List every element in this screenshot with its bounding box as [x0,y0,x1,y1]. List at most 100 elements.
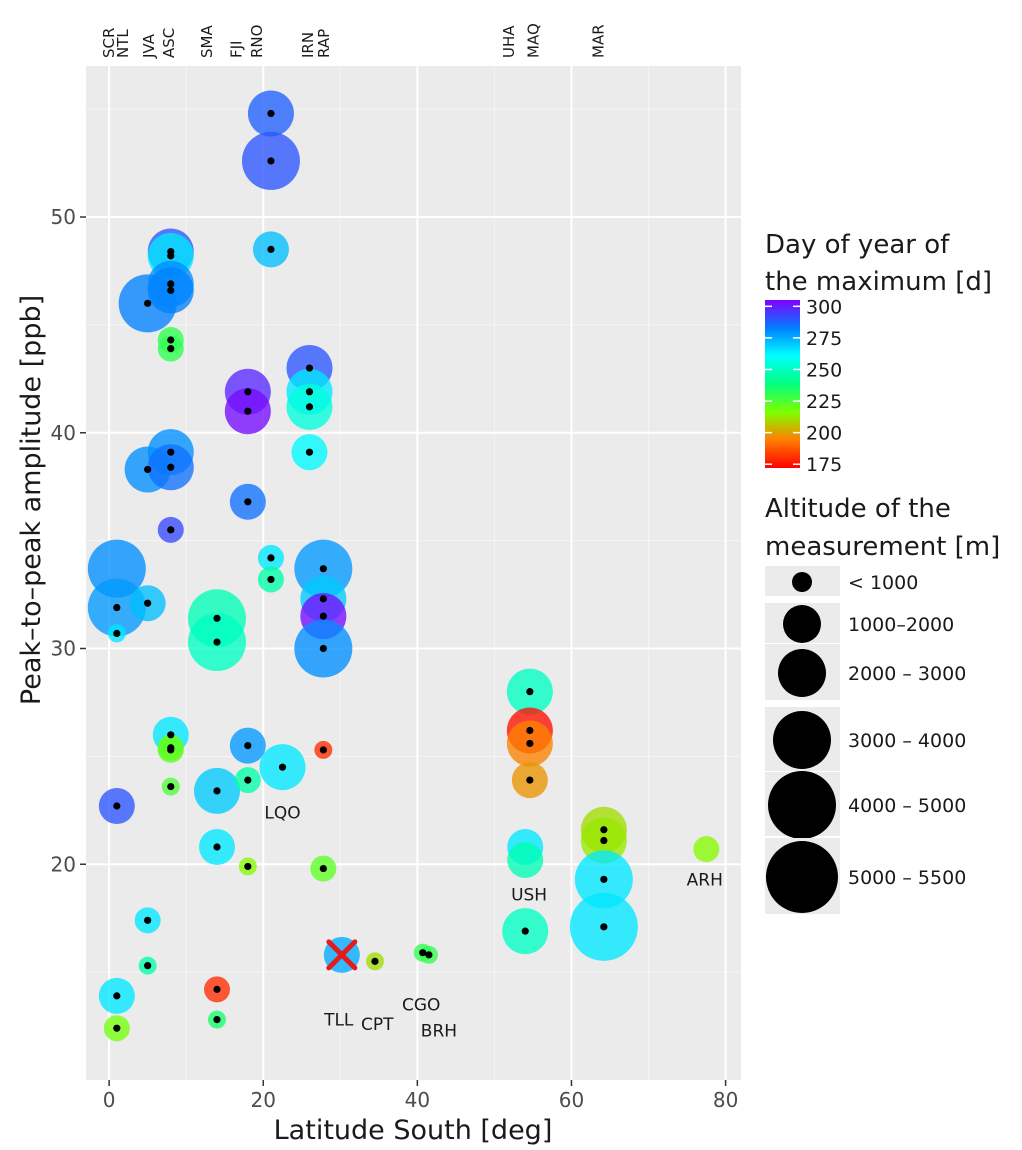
center-dot [244,498,252,506]
size-key-label: 4000 – 5000 [848,795,966,817]
center-dot [419,949,427,957]
center-dot [167,448,175,456]
center-dot [244,862,252,871]
top-station-label: SCR [100,28,118,58]
center-dot [526,688,534,696]
center-dot [371,957,379,965]
x-tick-label: 20 [251,1088,276,1112]
top-station-label: ASC [160,28,178,58]
station-annotations: LQO USH ARH TLL CPT CGO BRH [264,803,723,1041]
top-station-label: RNO [248,25,266,58]
center-dot [267,575,275,584]
center-dot [167,746,175,754]
center-dot [319,746,327,754]
center-dot [213,638,221,646]
center-dot [167,463,175,471]
color-legend: Day of year of the maximum [d] 300 275 250… [765,230,992,476]
station-label: USH [511,885,547,905]
y-tick-label: 20 [51,852,76,876]
center-dot [305,448,314,456]
center-dot [600,875,608,883]
center-dot [319,565,327,573]
center-dots [113,109,608,1032]
center-dot [319,595,327,603]
center-dot [319,864,327,873]
center-dot [267,245,275,253]
station-label: CPT [361,1015,394,1035]
size-legend-title-line-2: measurement [m] [765,532,1000,562]
center-dot [113,992,121,1000]
center-dot [305,388,314,396]
center-dot [267,157,275,165]
center-dot [213,614,221,622]
cross-stroke [326,939,358,971]
center-dot [305,403,314,411]
y-axis-title: Peak–to–peak amplitude [ppb] [16,295,47,705]
x-axis-title: Latitude South [deg] [274,1115,553,1146]
bubble [693,836,720,863]
center-dot [244,741,252,750]
center-dot [167,345,175,353]
center-dot [213,843,221,851]
center-dot [267,109,275,118]
station-label: CGO [402,995,440,1015]
center-dot [600,923,608,931]
size-key-circle [768,771,836,839]
top-station-label: JVA [140,33,158,59]
center-dot [144,599,152,607]
size-key-label: 2000 – 3000 [848,663,966,685]
station-label: LQO [264,803,300,823]
center-dot [113,1024,121,1032]
size-key-circle [773,711,831,769]
y-tick-label: 40 [51,421,76,445]
size-key-circle [766,841,838,913]
size-legend: Altitude of the measurement [m] < 1000 10… [765,494,1000,914]
x-tick-label: 40 [405,1088,430,1112]
center-dot [244,776,252,784]
colorbar-tick-label: 250 [806,359,842,381]
plot-panel [86,66,741,1080]
center-dot [521,927,529,935]
center-dot [167,526,175,534]
size-legend-keys: < 1000 1000–2000 2000 – 3000 3000 – 4000 400… [765,566,966,914]
center-dot [278,763,287,771]
center-dot [244,407,252,415]
center-dot [305,364,314,372]
x-tick-label: 0 [103,1088,116,1112]
y-axis: 20 30 40 50 [51,205,86,876]
center-dot [167,336,175,344]
center-dot [144,465,152,474]
size-legend-title-line-1: Altitude of the [765,494,951,524]
tll-cross [326,939,358,971]
colorbar-ticks: 300 275 250 225 200 175 [765,296,842,476]
colorbar-tick-label: 275 [806,328,842,350]
center-dot [319,644,327,653]
center-dot [167,286,175,294]
station-label: ARH [687,870,723,890]
colorbar-tick-label: 200 [806,423,842,445]
center-dot [113,629,121,638]
center-dot [526,739,534,748]
color-legend-title-line-1: Day of year of [765,230,950,260]
center-dot [600,836,608,845]
top-station-label: MAQ [525,23,543,58]
center-dot [267,554,275,562]
center-dot [167,280,175,288]
center-dot [213,985,221,993]
bubble [507,841,544,878]
colorbar [765,300,800,468]
station-label: TLL [323,1011,354,1031]
colorbar-tick-label: 175 [806,454,842,476]
x-tick-label: 60 [559,1088,584,1112]
center-dot [113,603,121,612]
top-station-label: SMA [198,25,216,58]
top-station-label: NTL [114,29,132,58]
center-dot [213,787,221,795]
size-key-label: 3000 – 4000 [848,730,966,752]
center-dot [113,802,121,810]
size-key-label: 1000–2000 [848,614,954,636]
center-dot [213,1015,221,1024]
top-station-label: RAP [315,29,333,58]
y-tick-label: 30 [51,637,76,661]
